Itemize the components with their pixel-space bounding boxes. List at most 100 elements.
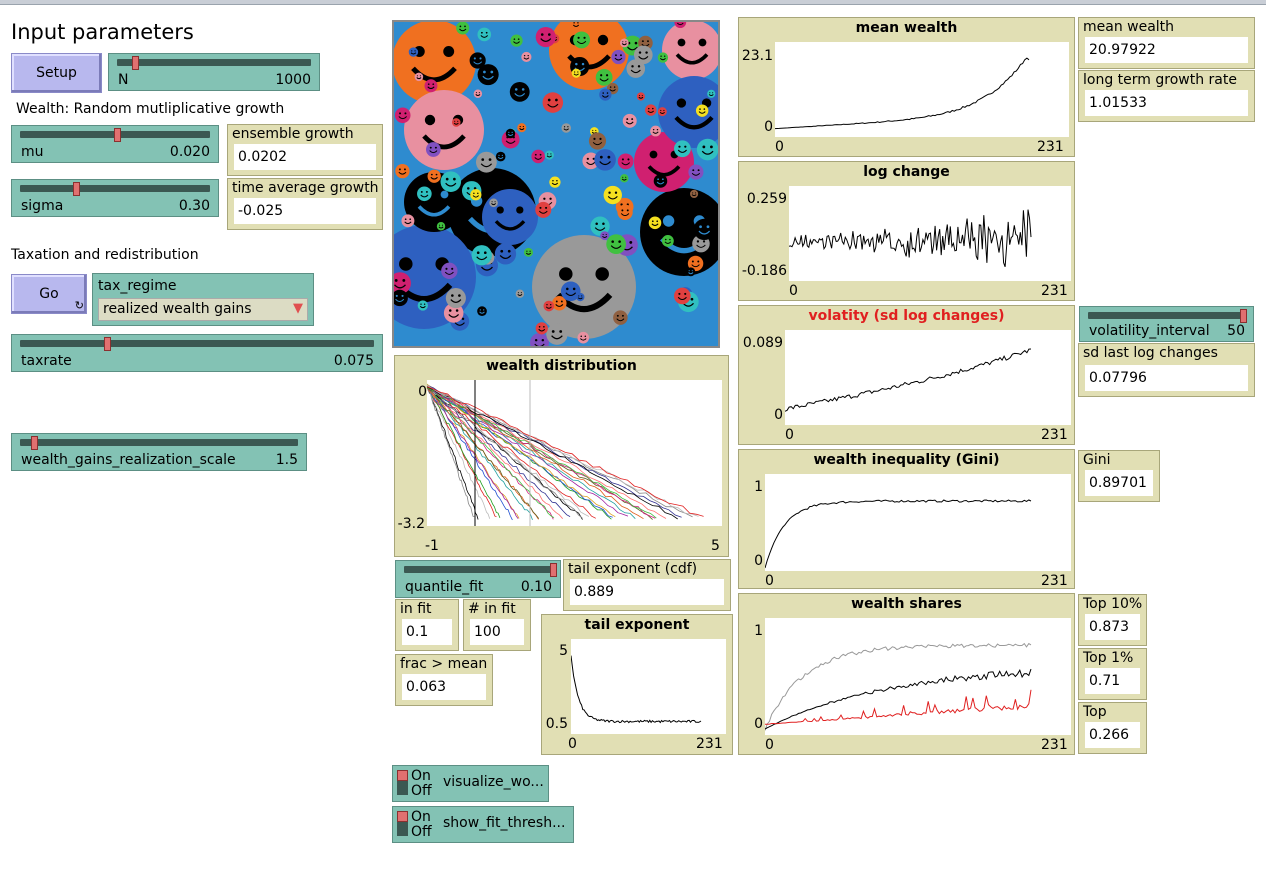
smiley-agent (620, 174, 629, 183)
smiley-face (633, 45, 653, 65)
setup-button[interactable]: Setup (11, 53, 102, 93)
tail-exponent-cdf-monitor: tail exponent (cdf) 0.889 (563, 559, 731, 611)
smiley-agent (473, 89, 483, 98)
volatility-interval-thumb[interactable] (1240, 309, 1247, 323)
visualize-toggle-knob[interactable] (397, 770, 408, 781)
tax-regime-chooser[interactable]: tax_regime realized wealth gains ▼ (92, 273, 314, 326)
show-fit-threshold-switch[interactable]: On Off show_fit_thresh... (392, 806, 574, 843)
n-slider-track[interactable] (117, 59, 311, 66)
smiley-eye (404, 112, 407, 115)
frac-above-mean-value: 0.063 (402, 674, 486, 700)
smiley-face (613, 310, 628, 325)
wealth-distribution-curve (426, 386, 678, 520)
smiley-eye (637, 65, 641, 68)
visualize-toggle[interactable] (397, 770, 408, 795)
smiley-face (686, 267, 696, 277)
wealth-shares-xmin: 0 (765, 737, 774, 753)
smiley-mouth (616, 318, 625, 322)
visualize-switch[interactable]: On Off visualize_wo... (392, 765, 549, 802)
smiley-agent (417, 186, 432, 202)
smiley-eye (696, 240, 700, 243)
smiley-mouth (638, 96, 644, 99)
sigma-slider[interactable]: sigma 0.30 (11, 179, 219, 217)
sd-last-log-changes-label: sd last log changes (1083, 345, 1218, 361)
taxrate-slider-track[interactable] (20, 340, 374, 347)
smiley-face (394, 289, 408, 307)
show-fit-toggle[interactable] (397, 811, 408, 836)
smiley-eye (448, 309, 452, 312)
smiley-mouth (534, 343, 545, 346)
smiley-eye (439, 224, 441, 226)
smiley-agent (471, 245, 492, 266)
quantile-fit-slider-track[interactable] (404, 566, 552, 573)
smiley-mouth (647, 110, 655, 113)
smiley-face (595, 68, 613, 86)
taxrate-slider[interactable]: taxrate 0.075 (11, 334, 383, 372)
smiley-agent (645, 104, 657, 116)
smiley-agent (707, 89, 716, 98)
tax-regime-select[interactable]: realized wealth gains ▼ (98, 298, 308, 321)
smiley-eye (691, 270, 693, 272)
smiley-face (532, 235, 636, 339)
smiley-eye (420, 190, 423, 193)
smiley-face (707, 89, 716, 98)
n-slider-thumb[interactable] (132, 56, 139, 70)
smiley-eye (555, 98, 558, 102)
smiley-agent (408, 47, 419, 57)
smiley-eye (473, 187, 477, 190)
smiley-face (543, 300, 555, 312)
smiley-eye (631, 118, 634, 121)
smiley-eye (555, 300, 558, 303)
show-fit-toggle-knob[interactable] (397, 811, 408, 822)
mu-slider-thumb[interactable] (114, 128, 121, 142)
wealth-gains-slider-thumb[interactable] (31, 436, 38, 450)
smiley-agent (535, 201, 552, 218)
volatility-title: volatity (sd log changes) (808, 308, 1005, 324)
log-change-xmax: 231 (1041, 283, 1068, 299)
smiley-mouth (422, 134, 466, 150)
wealth-distribution-curve (426, 386, 571, 517)
wealth-gains-slider-track[interactable] (20, 439, 298, 446)
smiley-agent (505, 128, 516, 139)
smiley-mouth (472, 195, 480, 198)
smiley-mouth (480, 163, 493, 168)
volatility-interval-track[interactable] (1088, 312, 1245, 319)
log-change-ymax: 0.259 (746, 191, 787, 207)
smiley-eye (702, 145, 706, 149)
sigma-slider-track[interactable] (20, 185, 210, 192)
smiley-agent (510, 34, 523, 47)
smiley-agent (673, 287, 691, 305)
smiley-mouth (427, 86, 435, 90)
tax-regime-label: tax_regime (98, 278, 177, 294)
smiley-agent (515, 289, 525, 298)
smiley-mouth (398, 116, 407, 120)
smiley-eye (627, 158, 630, 161)
quantile-fit-slider[interactable]: quantile_fit 0.10 (395, 560, 561, 598)
wealth-shares-top10-series (764, 642, 1032, 731)
smiley-mouth (682, 302, 694, 307)
sigma-slider-value: 0.30 (178, 198, 210, 214)
smiley-mouth (404, 221, 412, 225)
smiley-mouth (394, 284, 406, 289)
mu-slider[interactable]: mu 0.020 (11, 125, 219, 163)
sigma-slider-thumb[interactable] (73, 182, 80, 196)
quantile-fit-slider-thumb[interactable] (550, 563, 557, 577)
smiley-agent (495, 151, 506, 162)
go-button[interactable]: Go ↻ (11, 274, 87, 314)
smiley-face (477, 306, 487, 316)
n-slider[interactable]: N 1000 (108, 53, 320, 91)
smiley-eye (560, 300, 563, 303)
world-view[interactable] (392, 20, 720, 348)
smiley-eye (461, 317, 465, 321)
smiley-mouth (513, 41, 520, 44)
smiley-agent (394, 272, 411, 295)
smiley-mouth (499, 255, 512, 260)
mean-wealth-xmax: 231 (1037, 139, 1064, 155)
wealth-gains-realization-slider[interactable]: wealth_gains_realization_scale 1.5 (11, 433, 307, 471)
smiley-agent (599, 88, 612, 101)
taxrate-slider-thumb[interactable] (104, 337, 111, 351)
visualize-on-label: On (411, 768, 431, 784)
volatility-interval-slider[interactable]: volatility_interval 50 (1079, 306, 1254, 342)
volatility-ymin: 0 (774, 407, 783, 423)
smiley-agent (443, 303, 464, 323)
